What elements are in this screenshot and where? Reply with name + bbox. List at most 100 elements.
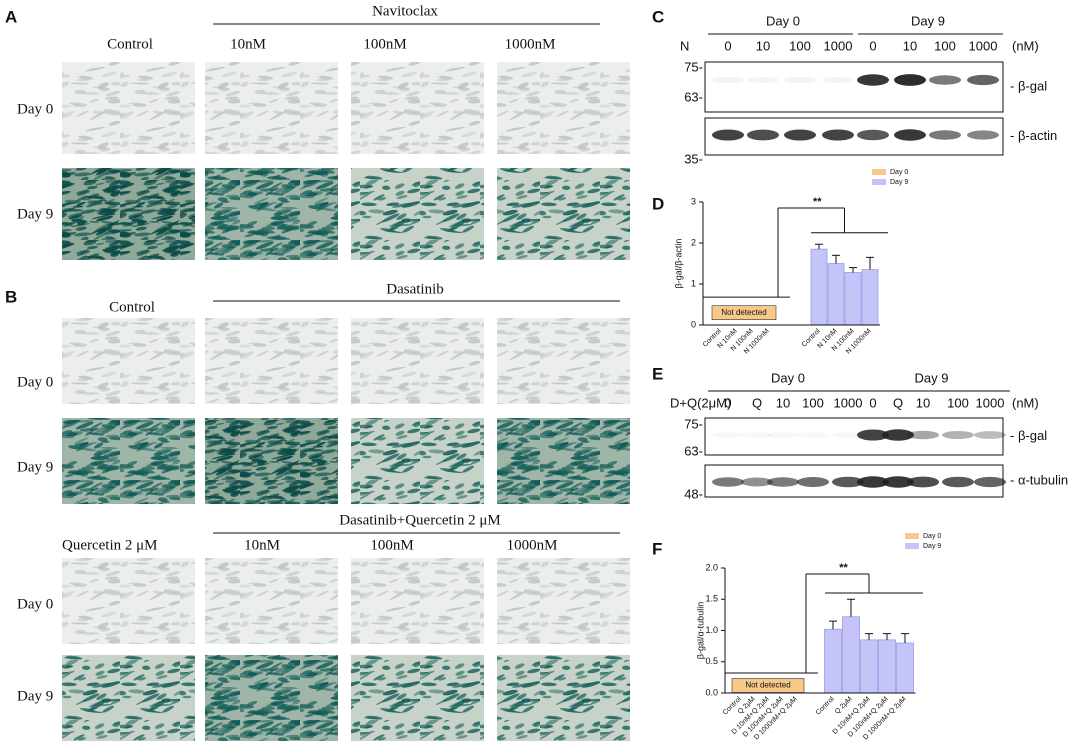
- legend-swatch: [905, 533, 919, 539]
- significance: **: [813, 196, 822, 208]
- band: [942, 430, 974, 440]
- x-tick-label: Control: [815, 695, 836, 716]
- lane-label: Q: [893, 395, 903, 410]
- mw-marker: 48-: [684, 486, 703, 501]
- lane-label: 1000: [834, 395, 863, 410]
- lane-label: 10: [903, 38, 917, 53]
- group-label: Day 9: [911, 13, 945, 28]
- mw-marker: 63-: [684, 89, 703, 104]
- y-axis-label: β-gal/α-tubulin: [695, 602, 705, 659]
- band: [797, 432, 829, 438]
- band: [857, 476, 889, 488]
- y-tick-label: 0.0: [705, 687, 718, 697]
- annotation: Not detected: [721, 308, 766, 317]
- column-header: Quercetin 2 μM: [62, 537, 158, 553]
- band: [907, 476, 939, 488]
- unit-label: (nM): [1012, 38, 1039, 53]
- band: [974, 476, 1006, 488]
- bar: [878, 639, 896, 694]
- band: [974, 431, 1006, 439]
- y-tick-label: 1.0: [705, 625, 718, 635]
- band: [894, 129, 926, 141]
- column-header: Control: [107, 36, 153, 52]
- micrograph: [62, 655, 195, 741]
- micrograph: [205, 558, 338, 644]
- band: [929, 75, 961, 85]
- column-header: Control: [109, 299, 155, 315]
- legend-swatch: [905, 543, 919, 549]
- lane-label: 0: [724, 38, 731, 53]
- lane-label: 0: [869, 38, 876, 53]
- micrograph: [497, 558, 630, 644]
- band: [882, 476, 914, 488]
- micrograph: [497, 62, 630, 154]
- bar: [810, 248, 828, 326]
- row-label: Day 9: [17, 688, 53, 704]
- column-header: 10nM: [244, 537, 280, 553]
- micrograph: [497, 655, 630, 741]
- bar: [824, 628, 842, 694]
- lane-label: 10: [916, 395, 930, 410]
- micrograph: [351, 418, 484, 504]
- micrograph: [351, 655, 484, 741]
- band: [797, 477, 829, 487]
- bar: [896, 642, 914, 694]
- mw-marker: 35-: [684, 151, 703, 166]
- lane-label: 0: [869, 395, 876, 410]
- band: [747, 129, 779, 141]
- lane-title: N: [680, 38, 689, 53]
- bar: [860, 639, 878, 694]
- legend-swatch: [872, 179, 886, 185]
- not-detected-box: [731, 678, 805, 693]
- lane-label: Q: [752, 395, 762, 410]
- band: [882, 429, 914, 441]
- lane-label: 10: [756, 38, 770, 53]
- y-tick-label: 0.5: [705, 656, 718, 666]
- annotation: Not detected: [745, 681, 790, 690]
- y-tick-label: 2: [691, 237, 696, 247]
- bar: [844, 272, 862, 326]
- legend-swatch: [872, 169, 886, 175]
- column-header: 100nM: [363, 36, 406, 52]
- legend-label: Day 0: [890, 169, 908, 176]
- lane-label: 0: [724, 395, 731, 410]
- micrograph: [205, 418, 338, 504]
- treatment-title: Navitoclax: [372, 3, 438, 19]
- band-label: - β-gal: [1010, 78, 1047, 93]
- band: [712, 76, 744, 84]
- lane-label: 100: [934, 38, 956, 53]
- lane-label: 100: [789, 38, 811, 53]
- bar: [842, 616, 860, 694]
- significance: **: [839, 562, 848, 574]
- panel-label: B: [5, 287, 17, 306]
- row-label: Day 9: [17, 459, 53, 475]
- micrograph: [62, 62, 195, 154]
- micrograph: [62, 558, 195, 644]
- panel-label: F: [652, 539, 662, 558]
- micrograph: [351, 318, 484, 404]
- legend-label: Day 9: [923, 543, 941, 550]
- row-label: Day 9: [17, 206, 53, 222]
- group-label: Day 0: [766, 13, 800, 28]
- panel-label: C: [652, 7, 664, 26]
- micrograph: [497, 168, 630, 260]
- micrograph: [497, 418, 630, 504]
- band: [929, 130, 961, 140]
- legend-label: Day 9: [890, 179, 908, 186]
- micrograph: [351, 168, 484, 260]
- mw-marker: 63-: [684, 443, 703, 458]
- lane-label: 100: [947, 395, 969, 410]
- mw-marker: 75-: [684, 59, 703, 74]
- y-tick-label: 1: [691, 278, 696, 288]
- band: [832, 476, 864, 488]
- micrograph: [62, 318, 195, 404]
- band: [747, 76, 779, 84]
- column-header: 1000nM: [505, 36, 556, 52]
- band: [741, 477, 773, 487]
- not-detected-box: [711, 305, 777, 321]
- micrograph: [497, 318, 630, 404]
- band: [767, 477, 799, 487]
- bar: [827, 263, 845, 326]
- band: [857, 429, 889, 441]
